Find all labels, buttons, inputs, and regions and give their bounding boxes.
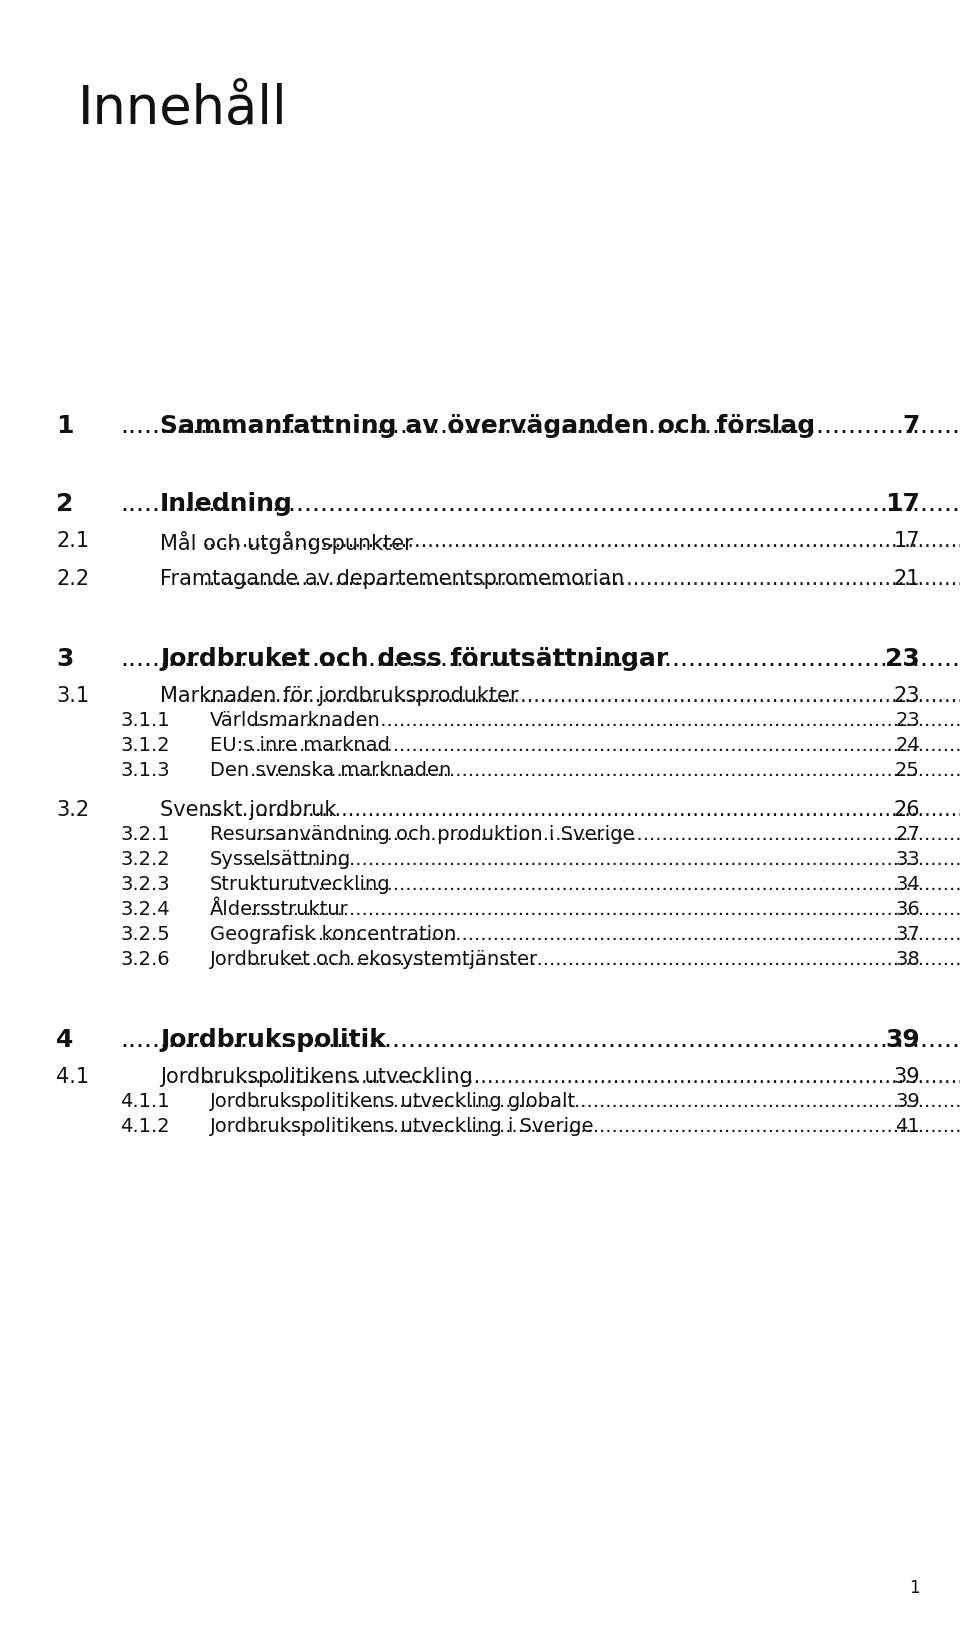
Text: 36: 36 (896, 900, 920, 919)
Text: ................................................................................: ........................................… (250, 824, 960, 844)
Text: 3.2: 3.2 (56, 800, 89, 820)
Text: Mål och utgångspunkter: Mål och utgångspunkter (160, 531, 413, 554)
Text: Innehåll: Innehåll (78, 84, 288, 136)
Text: Sysselsättning: Sysselsättning (210, 851, 351, 869)
Text: Jordbrukspolitik: Jordbrukspolitik (160, 1028, 386, 1052)
Text: 34: 34 (896, 875, 920, 893)
Text: Jordbrukspolitikens utveckling: Jordbrukspolitikens utveckling (160, 1067, 472, 1087)
Text: 4.1: 4.1 (56, 1067, 89, 1087)
Text: ................................................................................: ........................................… (120, 492, 960, 516)
Text: ................................................................................: ........................................… (120, 415, 960, 438)
Text: ................................................................................: ........................................… (250, 760, 960, 780)
Text: ................................................................................: ........................................… (250, 951, 960, 969)
Text: 23: 23 (896, 711, 920, 729)
Text: 3.1.3: 3.1.3 (120, 760, 170, 780)
Text: 23: 23 (894, 687, 920, 706)
Text: 21: 21 (894, 569, 920, 590)
Text: 3.2.2: 3.2.2 (120, 851, 170, 869)
Text: ................................................................................: ........................................… (203, 1067, 960, 1087)
Text: EU:s inre marknad: EU:s inre marknad (210, 736, 390, 756)
Text: ................................................................................: ........................................… (203, 687, 960, 706)
Text: 3.2.6: 3.2.6 (120, 951, 170, 969)
Text: Marknaden för jordbruksprodukter: Marknaden för jordbruksprodukter (160, 687, 518, 706)
Text: 3.2.1: 3.2.1 (120, 824, 170, 844)
Text: 3: 3 (56, 647, 73, 672)
Text: 39: 39 (885, 1028, 920, 1052)
Text: 3.2.3: 3.2.3 (120, 875, 170, 893)
Text: Jordbrukspolitikens utveckling i Sverige: Jordbrukspolitikens utveckling i Sverige (210, 1116, 594, 1136)
Text: 4: 4 (56, 1028, 73, 1052)
Text: ................................................................................: ........................................… (203, 569, 960, 590)
Text: Världsmarknaden: Världsmarknaden (210, 711, 381, 729)
Text: 2.2: 2.2 (56, 569, 89, 590)
Text: Den svenska marknaden: Den svenska marknaden (210, 760, 451, 780)
Text: 27: 27 (896, 824, 920, 844)
Text: ................................................................................: ........................................… (250, 924, 960, 944)
Text: 3.2.5: 3.2.5 (120, 924, 170, 944)
Text: ................................................................................: ........................................… (203, 800, 960, 820)
Text: ................................................................................: ........................................… (250, 1092, 960, 1111)
Text: ................................................................................: ........................................… (250, 900, 960, 919)
Text: 25: 25 (895, 760, 920, 780)
Text: 23: 23 (885, 647, 920, 672)
Text: 41: 41 (896, 1116, 920, 1136)
Text: 39: 39 (894, 1067, 920, 1087)
Text: Geografisk koncentration: Geografisk koncentration (210, 924, 456, 944)
Text: 4.1.2: 4.1.2 (120, 1116, 170, 1136)
Text: 38: 38 (896, 951, 920, 969)
Text: 2: 2 (56, 492, 73, 516)
Text: 3.1.2: 3.1.2 (120, 736, 170, 756)
Text: 3.1.1: 3.1.1 (120, 711, 170, 729)
Text: 26: 26 (894, 800, 920, 820)
Text: ................................................................................: ........................................… (250, 736, 960, 756)
Text: ................................................................................: ........................................… (250, 875, 960, 893)
Text: ................................................................................: ........................................… (250, 851, 960, 869)
Text: Åldersstruktur: Åldersstruktur (210, 900, 348, 919)
Text: 2.1: 2.1 (56, 531, 89, 551)
Text: Inledning: Inledning (160, 492, 293, 516)
Text: Resursanvändning och produktion i Sverige: Resursanvändning och produktion i Sverig… (210, 824, 635, 844)
Text: Framtagande av departementspromemorian: Framtagande av departementspromemorian (160, 569, 624, 590)
Text: Jordbruket och ekosystemtjänster: Jordbruket och ekosystemtjänster (210, 951, 539, 969)
Text: 37: 37 (896, 924, 920, 944)
Text: 7: 7 (902, 415, 920, 438)
Text: 4.1.1: 4.1.1 (120, 1092, 170, 1111)
Text: ................................................................................: ........................................… (250, 1116, 960, 1136)
Text: 17: 17 (885, 492, 920, 516)
Text: 1: 1 (56, 415, 74, 438)
Text: ................................................................................: ........................................… (120, 647, 960, 672)
Text: ................................................................................: ........................................… (203, 531, 960, 551)
Text: 24: 24 (896, 736, 920, 756)
Text: Jordbrukspolitikens utveckling globalt: Jordbrukspolitikens utveckling globalt (210, 1092, 576, 1111)
Text: 1: 1 (909, 1580, 920, 1598)
Text: 33: 33 (896, 851, 920, 869)
Text: 39: 39 (896, 1092, 920, 1111)
Text: Jordbruket och dess förutsättningar: Jordbruket och dess förutsättningar (160, 647, 668, 672)
Text: Svenskt jordbruk: Svenskt jordbruk (160, 800, 336, 820)
Text: 3.2.4: 3.2.4 (120, 900, 170, 919)
Text: ................................................................................: ........................................… (120, 1028, 960, 1052)
Text: Strukturutveckling: Strukturutveckling (210, 875, 391, 893)
Text: Sammanfattning av överväganden och förslag: Sammanfattning av överväganden och försl… (160, 415, 815, 438)
Text: ................................................................................: ........................................… (250, 711, 960, 729)
Text: 17: 17 (894, 531, 920, 551)
Text: 3.1: 3.1 (56, 687, 89, 706)
